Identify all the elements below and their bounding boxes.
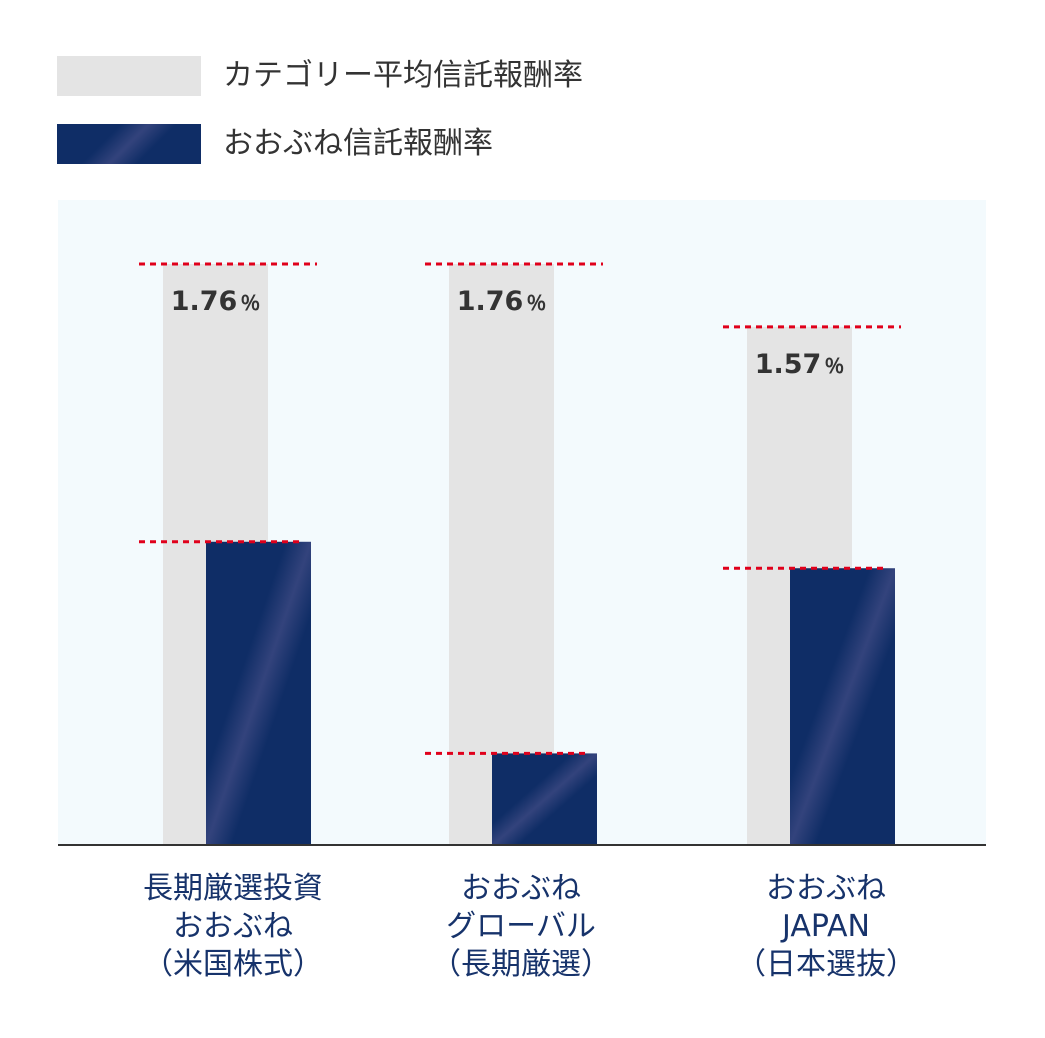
oobune-fee-bar-3 <box>790 568 895 846</box>
plot-area: 1.76 ％ 1.76 ％ 1.57 ％ <box>58 200 986 846</box>
category-label-line: （長期厳選） <box>431 947 611 982</box>
legend-label-oobune: おおぶね信託報酬率 <box>223 126 493 161</box>
category-average-value-label-2: 1.76 ％ <box>457 286 547 317</box>
category-average-value-label-1: 1.76 ％ <box>171 286 261 317</box>
category-label-line: グローバル <box>446 909 596 944</box>
bar-chart: 1.76 ％ 1.76 ％ 1.57 ％ <box>58 262 986 846</box>
category-label-line: JAPAN <box>782 909 870 944</box>
category-average-value-label-3: 1.57 ％ <box>755 349 845 380</box>
category-label-line: 長期厳選投資 <box>143 871 323 906</box>
legend-swatch-category-average <box>57 56 201 96</box>
legend-swatch-oobune <box>57 124 201 164</box>
category-label-line: おおぶね <box>173 909 293 944</box>
oobune-fee-bar-2 <box>492 753 597 846</box>
category-label-1: 長期厳選投資 おおぶね （米国株式） <box>83 870 383 984</box>
category-label-2: おおぶね グローバル （長期厳選） <box>371 870 671 984</box>
category-label-line: おおぶね <box>766 871 886 906</box>
category-label-line: （米国株式） <box>143 947 323 982</box>
legend-label-category-average: カテゴリー平均信託報酬率 <box>223 58 583 93</box>
category-label-3: おおぶね JAPAN （日本選抜） <box>676 870 976 984</box>
category-label-line: おおぶね <box>461 871 581 906</box>
oobune-fee-bar-1 <box>206 541 311 846</box>
category-average-bar-2 <box>449 264 554 846</box>
category-label-line: （日本選抜） <box>736 947 916 982</box>
